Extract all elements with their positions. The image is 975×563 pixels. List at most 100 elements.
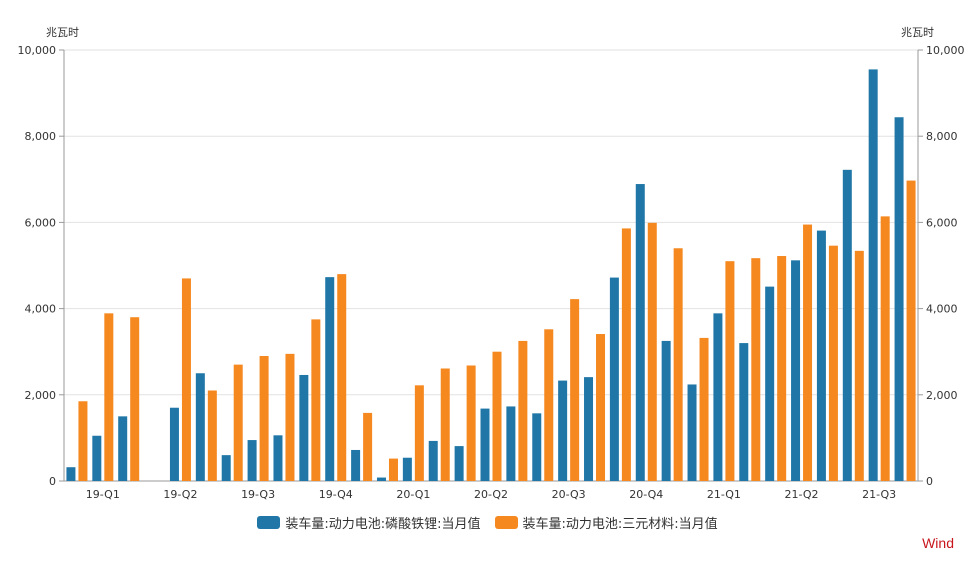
bar-ternary-2019-05[interactable] [181, 278, 191, 481]
bar-lfp-2021-05[interactable] [791, 260, 801, 481]
x-tick-label: 19-Q1 [86, 488, 120, 501]
x-tick-label: 19-Q4 [319, 488, 353, 501]
bar-lfp-2019-07[interactable] [221, 455, 231, 481]
bar-lfp-2020-09[interactable] [584, 377, 594, 481]
bar-lfp-2021-02[interactable] [713, 313, 723, 481]
bar-lfp-2019-05[interactable] [169, 407, 179, 481]
bar-ternary-2021-01[interactable] [699, 337, 709, 481]
bar-lfp-2019-11[interactable] [325, 277, 335, 481]
bar-lfp-2019-03[interactable] [118, 416, 128, 481]
bar-ternary-2019-01[interactable] [78, 401, 88, 481]
bar-lfp-2021-09[interactable] [894, 117, 904, 482]
bar-lfp-2020-03[interactable] [428, 440, 438, 481]
bar-ternary-2019-06[interactable] [207, 390, 217, 481]
bar-ternary-2021-08[interactable] [880, 216, 890, 481]
bars [66, 69, 916, 482]
y-tick-label-right: 0 [926, 475, 933, 488]
bar-lfp-2020-02[interactable] [402, 457, 412, 481]
bar-ternary-2019-08[interactable] [259, 356, 269, 481]
bar-lfp-2019-12[interactable] [351, 449, 361, 481]
y-tick-label-right: 4,000 [926, 303, 958, 316]
bar-ternary-2020-10[interactable] [621, 228, 631, 481]
bar-ternary-2020-09[interactable] [596, 334, 606, 481]
legend-item-ternary[interactable]: 装车量:动力电池:三元材料:当月值 [494, 513, 718, 532]
bar-ternary-2021-05[interactable] [803, 224, 813, 481]
y-tick-label-right: 8,000 [926, 130, 958, 143]
bar-ternary-2020-07[interactable] [544, 329, 554, 481]
bar-lfp-2021-01[interactable] [687, 384, 697, 481]
bar-lfp-2020-07[interactable] [532, 413, 542, 481]
grid-lines [64, 49, 918, 482]
y-tick-label-left: 2,000 [25, 389, 57, 402]
bar-ternary-2019-12[interactable] [363, 412, 373, 481]
bar-ternary-2020-12[interactable] [673, 248, 683, 481]
bar-lfp-2019-09[interactable] [273, 435, 283, 481]
bar-ternary-2020-02[interactable] [414, 385, 424, 481]
bar-lfp-2020-10[interactable] [609, 277, 619, 481]
bar-ternary-2020-08[interactable] [570, 299, 580, 481]
bar-ternary-2020-01[interactable] [388, 458, 398, 481]
x-tick-label: 20-Q4 [629, 488, 663, 501]
bar-ternary-2021-06[interactable] [828, 245, 838, 481]
bar-lfp-2021-06[interactable] [816, 230, 826, 481]
x-tick-label: 20-Q1 [396, 488, 430, 501]
bar-lfp-2021-03[interactable] [739, 343, 749, 481]
bar-lfp-2020-04[interactable] [454, 446, 464, 481]
bar-ternary-2019-10[interactable] [311, 319, 321, 482]
bar-lfp-2019-10[interactable] [299, 374, 309, 481]
x-tick-label: 21-Q3 [862, 488, 896, 501]
bar-ternary-2020-06[interactable] [518, 340, 528, 481]
bar-lfp-2019-01[interactable] [66, 467, 76, 481]
bar-lfp-2019-08[interactable] [247, 440, 257, 481]
y-tick-label-left: 8,000 [25, 130, 57, 143]
bar-lfp-2020-06[interactable] [506, 406, 516, 481]
bar-ternary-2021-07[interactable] [854, 250, 864, 481]
bar-ternary-2021-03[interactable] [751, 258, 761, 481]
x-tick-label: 19-Q2 [163, 488, 197, 501]
x-tick-label: 20-Q3 [552, 488, 586, 501]
wind-watermark: Wind [922, 535, 954, 551]
y-tick-label-left: 4,000 [25, 303, 57, 316]
legend-label-lfp: 装车量:动力电池:磷酸铁锂:当月值 [285, 517, 481, 532]
bar-lfp-2021-04[interactable] [765, 286, 775, 481]
axes: 0 0 2,000 2,000 4,000 4,000 6,000 6,000 8,000 8,0… [18, 44, 965, 501]
bar-lfp-2020-08[interactable] [558, 380, 568, 481]
legend-swatch-lfp [257, 516, 281, 529]
bar-lfp-2021-07[interactable] [842, 169, 852, 481]
bar-ternary-2019-11[interactable] [337, 274, 347, 481]
bar-ternary-2019-02[interactable] [104, 313, 114, 481]
bar-lfp-2021-08[interactable] [868, 69, 878, 482]
legend: 装车量:动力电池:磷酸铁锂:当月值 装车量:动力电池:三元材料:当月值 [0, 513, 975, 532]
bar-ternary-2020-11[interactable] [647, 222, 657, 481]
x-tick-label: 20-Q2 [474, 488, 508, 501]
bar-ternary-2019-07[interactable] [233, 364, 243, 481]
x-tick-label: 21-Q2 [785, 488, 819, 501]
bar-lfp-2020-05[interactable] [480, 408, 490, 481]
left-axis-unit: 兆瓦时 [46, 26, 79, 39]
bar-lfp-2020-11[interactable] [635, 184, 645, 482]
bar-lfp-2020-01[interactable] [376, 477, 386, 481]
y-tick-label-right: 6,000 [926, 216, 958, 229]
bar-ternary-2021-02[interactable] [725, 261, 735, 481]
y-tick-label-left: 0 [49, 475, 56, 488]
bar-lfp-2019-06[interactable] [195, 373, 205, 481]
bar-ternary-2021-04[interactable] [777, 256, 787, 481]
bar-ternary-2020-03[interactable] [440, 368, 450, 481]
x-tick-label: 19-Q3 [241, 488, 275, 501]
y-tick-label-left: 6,000 [25, 216, 57, 229]
bar-ternary-2020-04[interactable] [466, 365, 476, 481]
bar-ternary-2021-09[interactable] [906, 180, 916, 481]
legend-item-lfp[interactable]: 装车量:动力电池:磷酸铁锂:当月值 [257, 513, 481, 532]
x-tick-label: 21-Q1 [707, 488, 741, 501]
bar-lfp-2019-02[interactable] [92, 435, 102, 481]
legend-swatch-ternary [494, 516, 518, 529]
bar-ternary-2019-03[interactable] [130, 317, 140, 481]
bar-ternary-2020-05[interactable] [492, 351, 502, 481]
y-tick-label-right: 10,000 [926, 44, 965, 57]
y-tick-label-left: 10,000 [18, 44, 57, 57]
bar-ternary-2019-09[interactable] [285, 353, 295, 481]
bar-lfp-2020-12[interactable] [661, 340, 671, 481]
legend-label-ternary: 装车量:动力电池:三元材料:当月值 [522, 517, 718, 532]
